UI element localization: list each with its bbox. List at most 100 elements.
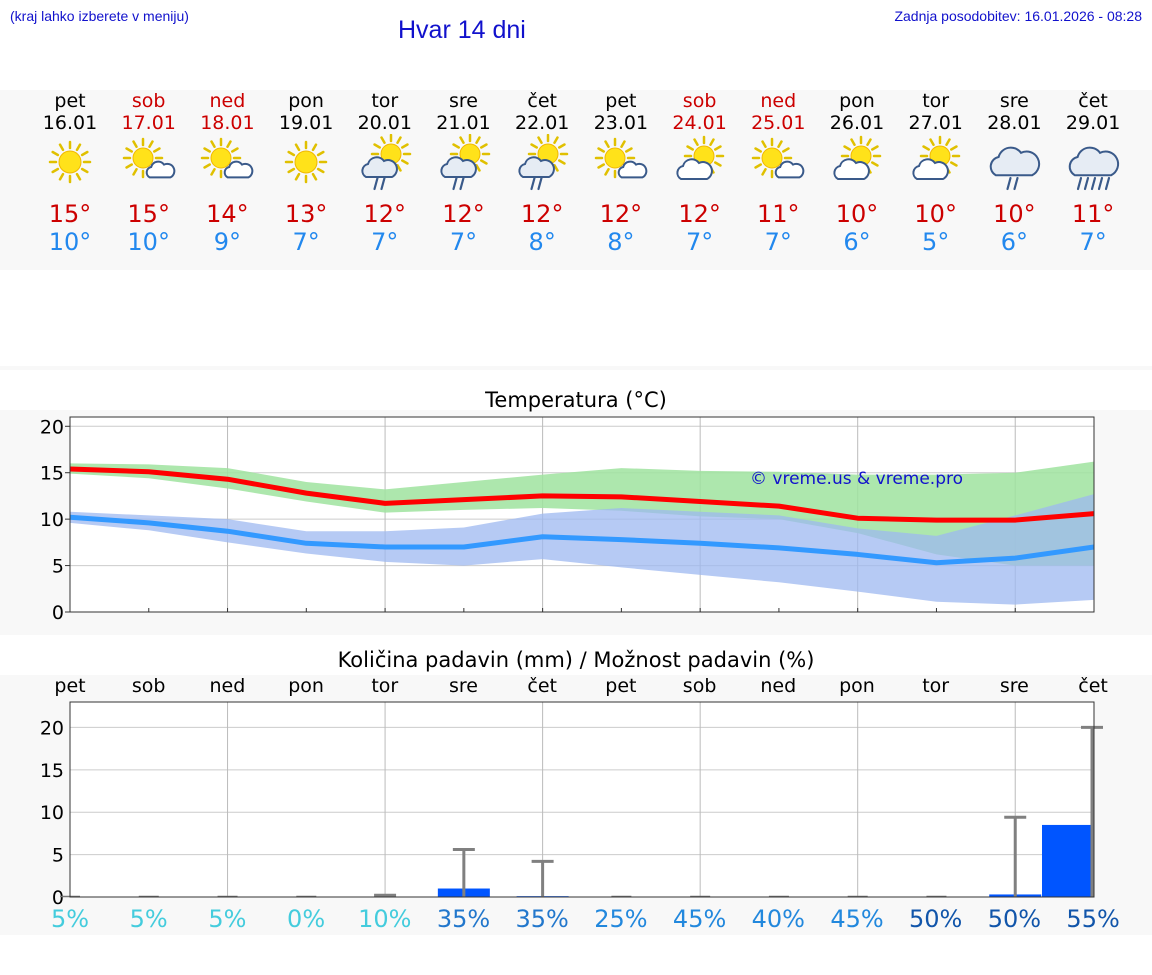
precipitation-chance: 50%: [909, 905, 963, 933]
y-tick-label: 0: [52, 887, 64, 909]
precipitation-chance: 45%: [830, 905, 884, 933]
plot-frame: [69, 701, 1095, 898]
x-tick-label: pon: [288, 675, 324, 697]
day-date: 20.01: [357, 112, 412, 134]
temp-max: 10°: [835, 200, 879, 228]
day-name: ned: [209, 90, 246, 112]
precipitation-chance: 10%: [358, 905, 412, 933]
x-tick-label: pet: [54, 675, 86, 697]
watermark: © vreme.us & vreme.pro: [750, 469, 963, 489]
temp-min: 7°: [1079, 228, 1107, 256]
day-date: 28.01: [987, 112, 1042, 134]
precipitation-chance: 25%: [594, 905, 648, 933]
temp-max: 10°: [993, 200, 1036, 228]
y-tick-label: 10: [40, 802, 64, 824]
day-column: sob 24.01 12° 7°: [661, 90, 739, 256]
x-tick-label: tor: [371, 675, 399, 697]
temp-max: 11°: [757, 200, 800, 228]
min-temp-line: [69, 514, 1095, 566]
y-tick-label: 0: [52, 602, 64, 624]
temp-min: 10°: [127, 228, 170, 256]
day-date: 19.01: [278, 112, 334, 134]
day-name: sob: [131, 90, 166, 112]
sun-icon: [284, 140, 328, 184]
temp-min: 5°: [922, 228, 950, 256]
x-tick-label: pon: [839, 675, 875, 697]
forecast-band: [0, 90, 1152, 270]
temp-max: 12°: [520, 200, 564, 228]
precipitation-chance: 35%: [436, 905, 491, 933]
precipitation-chance: 50%: [987, 905, 1042, 933]
cloud-sun-icon: [912, 135, 960, 180]
precipitation-chart-title: Količina padavin (mm) / Možnost padavin …: [337, 648, 815, 672]
x-tick-label: sob: [131, 675, 166, 697]
rain-bar: [1042, 824, 1094, 897]
precipitation-chance: 5%: [50, 905, 90, 933]
y-tick-label: 5: [52, 845, 64, 867]
temp-min: 7°: [371, 228, 399, 256]
precipitation-chance: 55%: [1066, 905, 1120, 933]
location-note: (kraj lahko izberete v meniju): [10, 8, 189, 24]
last-updated: Zadnja posodobitev: 16.01.2026 - 08:28: [894, 8, 1142, 24]
day-date: 16.01: [42, 112, 98, 134]
day-date: 24.01: [672, 112, 727, 134]
temp-min: 6°: [1000, 228, 1029, 256]
day-column: ned 18.01 14° 9°: [188, 90, 266, 256]
temp-min: 8°: [607, 228, 635, 256]
temp-min: 10°: [48, 228, 92, 256]
day-column: sob 17.01 15° 10°: [110, 90, 188, 256]
temp-min: 7°: [685, 228, 714, 256]
temp-max: 11°: [1071, 200, 1115, 228]
temp-max: 12°: [599, 200, 643, 228]
x-tick-label: sre: [449, 675, 478, 697]
day-column: tor 27.01 10° 5°: [897, 90, 975, 256]
day-name: tor: [922, 90, 950, 112]
temp-min: 9°: [213, 228, 242, 256]
sun-cloud-rain-icon: [361, 134, 412, 191]
temp-min: 7°: [292, 228, 320, 256]
temp-max: 13°: [284, 200, 328, 228]
day-name: pet: [605, 90, 637, 112]
day-column: sre 28.01 10° 6°: [975, 90, 1053, 256]
day-column: pet 23.01 12° 8°: [582, 90, 660, 256]
y-tick-label: 15: [40, 463, 64, 485]
y-tick-label: 5: [52, 556, 64, 578]
precipitation-chance: 45%: [672, 905, 727, 933]
precipitation-chart: 0 5 10 15 20: [40, 701, 1103, 909]
x-tick-label: ned: [760, 675, 797, 697]
temperature-chart: 0 5 10 15 20 © vreme.us & vreme.pro: [40, 416, 1095, 624]
day-column: tor 20.01 12° 7°: [346, 90, 424, 256]
cloud-rain-icon: [990, 146, 1041, 191]
day-name: čet: [527, 90, 557, 112]
plot-frame: [69, 416, 1095, 613]
x-tick-label: čet: [527, 675, 557, 697]
day-name: ned: [760, 90, 797, 112]
day-name: sre: [449, 90, 478, 112]
page-title: Hvar 14 dni: [398, 16, 526, 44]
precipitation-chance: 40%: [751, 905, 805, 933]
precipitation-chance: 5%: [208, 905, 247, 933]
forecast-strip: pet 16.01 15° 10° sob 17.01 15° 10° ned 18.01 14° 9…: [0, 90, 1152, 270]
sun-cloud-rain-icon: [439, 134, 490, 191]
sun-cloud-icon: [122, 137, 176, 179]
day-name: pet: [54, 90, 86, 112]
x-tick-label: sre: [999, 675, 1029, 697]
temp-max: 12°: [442, 200, 485, 228]
precipitation-chance: 35%: [515, 905, 569, 933]
day-name: sre: [999, 90, 1029, 112]
sun-cloud-icon: [594, 137, 648, 179]
day-column: sre 21.01 12° 7°: [425, 90, 503, 256]
temp-max: 15°: [127, 200, 170, 228]
day-column: čet 22.01 12° 8°: [503, 90, 581, 256]
temp-max: 14°: [206, 200, 249, 228]
day-column: pon 26.01 10° 6°: [818, 90, 896, 256]
max-temp-line: [69, 466, 1095, 523]
cloud-sun-icon: [833, 135, 882, 180]
temp-min: 7°: [449, 228, 478, 256]
x-tick-label: čet: [1078, 675, 1108, 697]
day-column: pon 19.01 13° 7°: [267, 90, 345, 256]
day-date: 26.01: [829, 112, 885, 134]
y-tick-label: 20: [40, 416, 64, 438]
day-name: tor: [371, 90, 399, 112]
precipitation-chance: 5%: [129, 905, 168, 933]
